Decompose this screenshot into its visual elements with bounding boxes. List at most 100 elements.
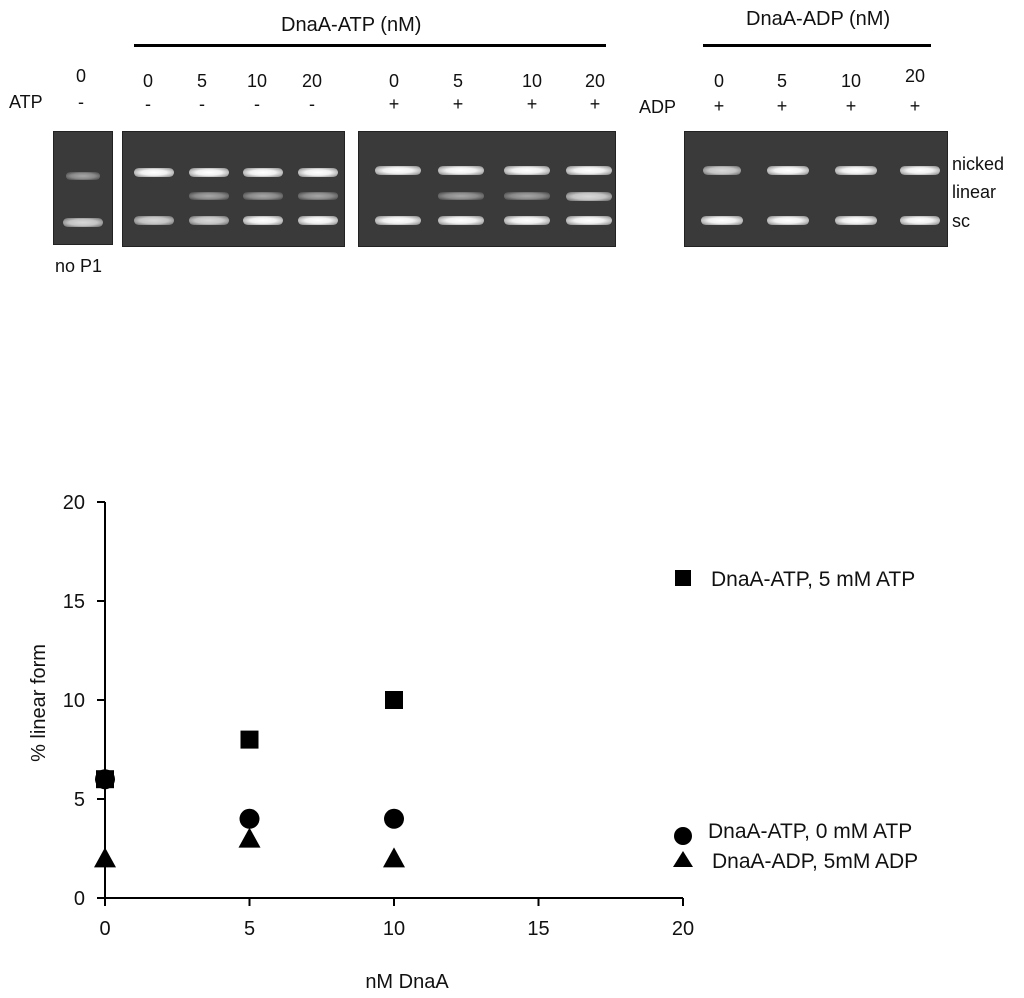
data-point-circle [95, 769, 115, 790]
data-point-triangle [383, 847, 405, 868]
x-tick-label: 20 [672, 918, 694, 940]
lane-conc-atp-5: 0 [388, 71, 399, 91]
band-nicked [243, 168, 283, 177]
lane-nucleotide-atp-1: - [145, 94, 151, 114]
x-axis-title: nM DnaA [365, 971, 449, 993]
lane-nucleotide-adp-3: + [845, 96, 857, 116]
band-sc [566, 216, 612, 225]
lane-conc-adp-4: 20 [904, 66, 926, 86]
y-tick-label: 15 [63, 591, 85, 613]
lane-conc-atp-8: 20 [584, 71, 606, 91]
band-sc [189, 216, 229, 225]
band-nicked [835, 166, 877, 175]
y-tick-label: 5 [74, 789, 85, 811]
band-nicked [504, 166, 550, 175]
band-linear [504, 192, 550, 200]
band-nicked [189, 168, 229, 177]
band-sc [900, 216, 940, 225]
band-linear [566, 192, 612, 201]
band-linear [189, 192, 229, 200]
band-nicked [66, 172, 100, 180]
band-sc [835, 216, 877, 225]
x-tick-label: 5 [244, 918, 255, 940]
band-sc [134, 216, 174, 225]
lane-conc-atp-7: 10 [521, 71, 543, 91]
header-dnaa-adp: DnaA-ADP (nM) [746, 8, 891, 30]
data-point-circle [384, 808, 404, 829]
label-sc: sc [952, 211, 970, 231]
x-tick-label: 10 [383, 918, 405, 940]
gel-adp-plus [684, 131, 948, 247]
row-label-adp: ADP [639, 97, 677, 117]
legend-circle-marker [674, 827, 692, 845]
header-bar-adp [703, 44, 931, 47]
lane-conc-atp-4: 20 [301, 71, 323, 91]
x-tick-label: 0 [99, 918, 110, 940]
row-label-atp: ATP [9, 92, 43, 112]
lane-conc-atp-3: 10 [246, 71, 268, 91]
band-sc [438, 216, 484, 225]
y-tick-label: 20 [63, 492, 85, 514]
gel-control-lane [53, 131, 113, 245]
chart-ticks: 0 5 10 15 20 0 5 10 15 20 [63, 492, 694, 940]
lane-conc-adp-2: 5 [776, 71, 787, 91]
band-nicked [900, 166, 940, 175]
band-nicked [375, 166, 421, 175]
data-point-triangle [238, 827, 261, 848]
band-sc [701, 216, 743, 225]
label-nicked: nicked [952, 154, 1005, 174]
legend-square-marker [675, 570, 691, 586]
header-bar-atp [134, 44, 606, 47]
band-sc [243, 216, 283, 225]
lane-nucleotide-control: - [78, 92, 84, 112]
band-sc [767, 216, 809, 225]
lane-nucleotide-atp-3: - [254, 94, 260, 114]
lane-conc-atp-1: 0 [142, 71, 153, 91]
lane-nucleotide-atp-5: + [388, 94, 400, 114]
y-tick-label: 10 [63, 690, 85, 712]
band-nicked [134, 168, 174, 177]
label-no-p1: no P1 [55, 256, 103, 276]
lane-nucleotide-atp-7: + [526, 94, 538, 114]
lane-conc-adp-3: 10 [840, 71, 862, 91]
y-tick-label: 0 [74, 888, 85, 910]
band-nicked [438, 166, 484, 175]
band-nicked [566, 166, 612, 175]
lane-nucleotide-adp-4: + [909, 96, 921, 116]
lane-conc-atp-6: 5 [452, 71, 463, 91]
lane-nucleotide-atp-6: + [452, 94, 464, 114]
band-sc [298, 216, 338, 225]
legend-label: DnaA-ATP, 0 mM ATP [708, 820, 912, 843]
band-linear [243, 192, 283, 200]
data-point-square [385, 691, 403, 709]
data-point-triangle [94, 847, 116, 868]
chart-legend: DnaA-ATP, 5 mM ATP DnaA-ATP, 0 mM ATP Dn… [673, 568, 918, 873]
gel-atp-minus [122, 131, 345, 247]
lane-conc-atp-2: 5 [196, 71, 207, 91]
lane-nucleotide-atp-2: - [199, 94, 205, 114]
band-sc [375, 216, 421, 225]
gel-atp-plus [358, 131, 616, 247]
band-sc [504, 216, 550, 225]
band-sc [63, 218, 103, 227]
data-point-circle [239, 808, 260, 829]
lane-nucleotide-adp-1: + [713, 96, 725, 116]
lane-nucleotide-adp-2: + [776, 96, 788, 116]
band-nicked [298, 168, 338, 177]
band-linear [438, 192, 484, 200]
lane-conc-adp-1: 0 [713, 71, 724, 91]
legend-label: DnaA-ADP, 5mM ADP [712, 850, 918, 873]
chart-points [94, 691, 405, 868]
x-tick-label: 15 [527, 918, 549, 940]
lane-conc-control: 0 [75, 66, 86, 86]
y-axis-title: % linear form [28, 644, 50, 762]
band-nicked [703, 166, 741, 175]
lane-nucleotide-atp-4: - [309, 94, 315, 114]
header-dnaa-atp: DnaA-ATP (nM) [281, 14, 422, 36]
legend-triangle-marker [673, 851, 693, 867]
legend-label: DnaA-ATP, 5 mM ATP [711, 568, 915, 591]
band-linear [298, 192, 338, 200]
label-linear: linear [952, 182, 997, 202]
lane-nucleotide-atp-8: + [589, 94, 601, 114]
